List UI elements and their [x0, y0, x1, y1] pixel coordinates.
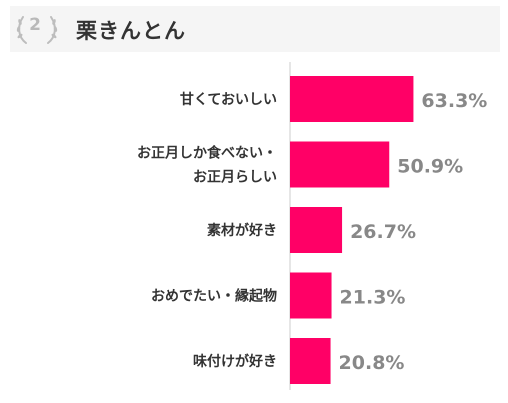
- bar: [290, 141, 390, 188]
- category-label: お正月しか食べない・: [137, 145, 277, 162]
- data-label: 26.7%: [350, 221, 416, 243]
- laurel-icon: [16, 16, 58, 44]
- page-title: 栗きんとん: [76, 19, 186, 43]
- bar: [290, 207, 343, 253]
- bar: [290, 76, 414, 122]
- data-label: 20.8%: [339, 352, 405, 374]
- category-label: お正月らしい: [193, 170, 277, 186]
- category-label: おめでたい・縁起物: [151, 288, 277, 305]
- chart-header: 2 栗きんとん: [10, 6, 500, 52]
- bar: [290, 338, 331, 384]
- rank-number: 2: [29, 15, 41, 35]
- category-label: 素材が好き: [207, 222, 277, 239]
- data-label: 50.9%: [397, 156, 463, 178]
- bar: [290, 272, 332, 319]
- category-label: 味付けが好き: [193, 353, 277, 370]
- data-label: 21.3%: [340, 287, 406, 309]
- category-label: 甘くておいしい: [180, 91, 277, 108]
- data-label: 63.3%: [421, 90, 487, 112]
